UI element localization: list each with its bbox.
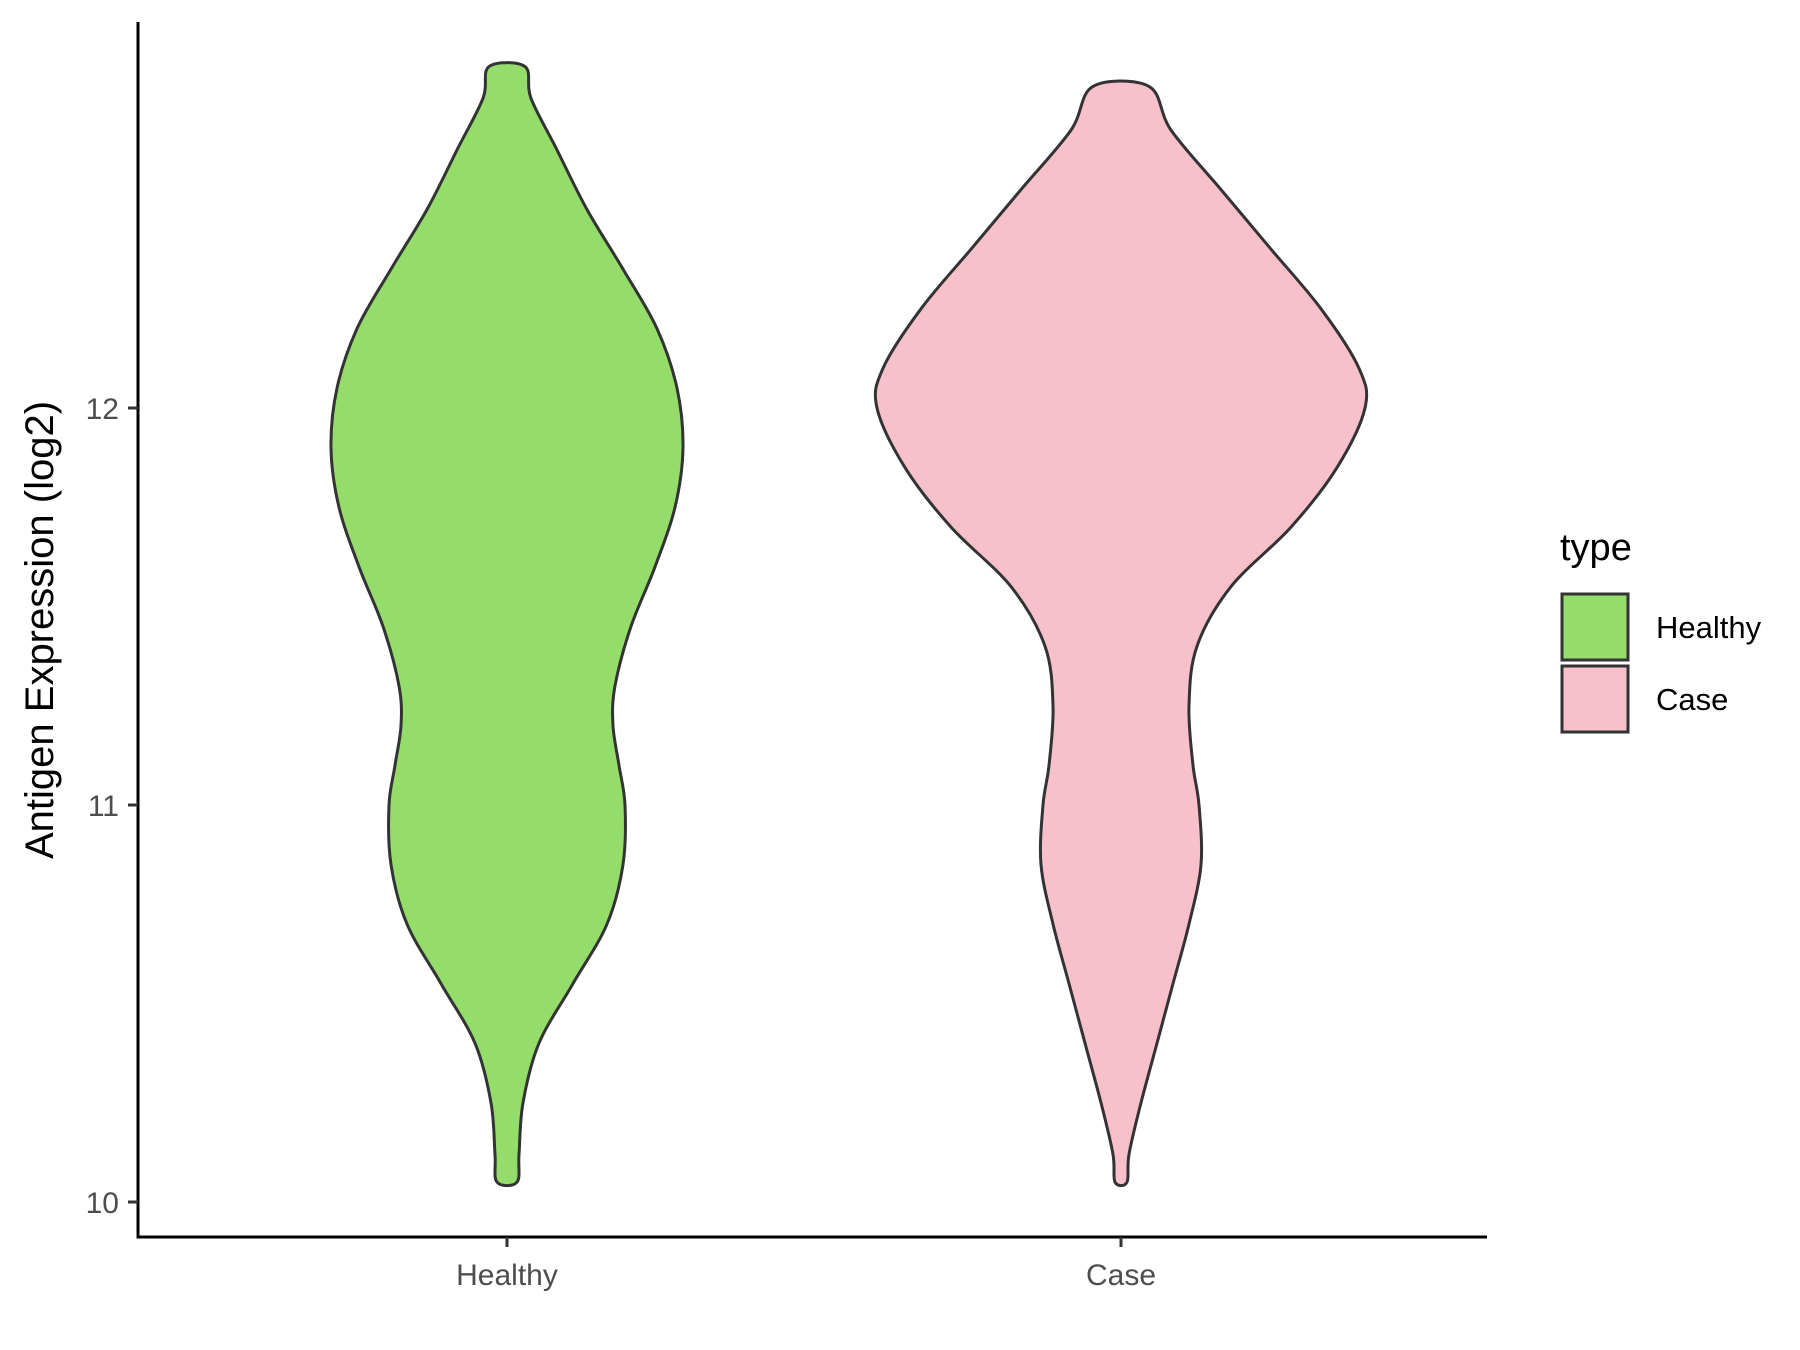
y-tick-label: 12 [86, 393, 119, 426]
violin-healthy [329, 61, 685, 1188]
y-ticks: 10 11 12 [86, 393, 138, 1220]
legend-swatch [1560, 664, 1630, 734]
x-tick-label: Healthy [456, 1259, 558, 1292]
violin-layer [329, 61, 1369, 1188]
legend-title: type [1560, 527, 1632, 569]
legend-label: Case [1656, 682, 1728, 717]
legend-swatch [1560, 592, 1630, 662]
y-axis-title: Antigen Expression (log2) [18, 401, 62, 859]
legend-label: Healthy [1656, 610, 1762, 645]
x-tick-label: Case [1086, 1259, 1156, 1292]
y-tick-label: 11 [88, 790, 119, 823]
violin-case [873, 79, 1369, 1188]
x-ticks: Healthy Case [456, 1237, 1156, 1292]
y-tick-label: 10 [86, 1187, 119, 1220]
legend: type Healthy Case [1560, 527, 1762, 734]
legend-entries: Healthy Case [1560, 592, 1762, 734]
axes [136, 22, 1487, 1239]
